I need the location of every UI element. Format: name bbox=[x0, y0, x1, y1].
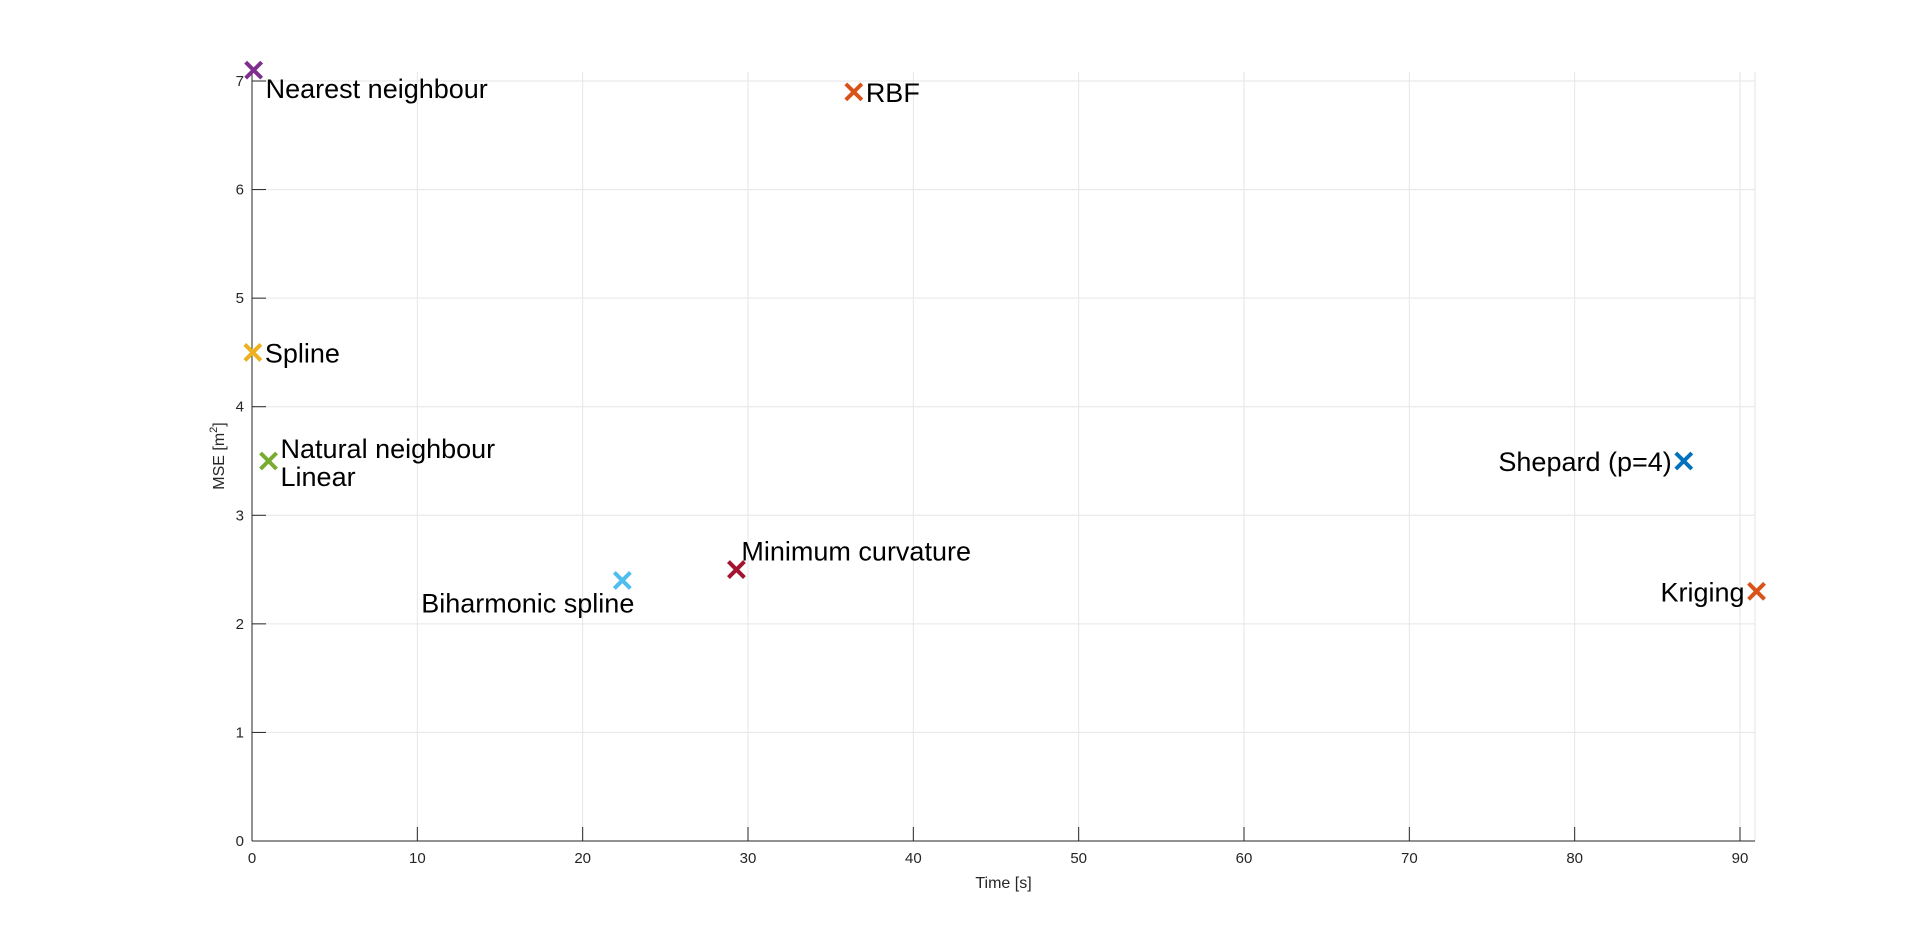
data-point: Biharmonic spline bbox=[421, 571, 634, 618]
data-point: Nearest neighbour bbox=[244, 60, 488, 104]
y-axis-label-base: MSE [m bbox=[211, 433, 228, 490]
point-label: RBF bbox=[866, 78, 920, 108]
x-tick-label: 0 bbox=[248, 850, 256, 867]
y-axis-label-superscript: 2 bbox=[208, 427, 220, 433]
axes bbox=[251, 72, 1755, 842]
y-tick-label: 0 bbox=[236, 833, 244, 850]
x-tick-label: 80 bbox=[1566, 850, 1583, 867]
y-axis-label: MSE [m2] bbox=[208, 422, 228, 489]
y-tick-label: 3 bbox=[236, 507, 244, 524]
data-point: Minimum curvature bbox=[727, 537, 971, 579]
point-label: Nearest neighbour bbox=[266, 74, 488, 104]
y-tick-label: 6 bbox=[236, 182, 244, 199]
point-label: Linear bbox=[281, 462, 356, 492]
x-tick-label: 10 bbox=[409, 850, 426, 867]
y-tick-label: 7 bbox=[236, 73, 244, 90]
x-tick-label: 40 bbox=[905, 850, 922, 867]
x-marker-stroke bbox=[1747, 581, 1766, 601]
x-marker-stroke bbox=[844, 82, 864, 102]
y-tick-label: 2 bbox=[236, 616, 244, 633]
x-ticks: 0 10 20 30 40 50 60 70 80 90 bbox=[248, 827, 1749, 867]
x-marker-stroke bbox=[612, 571, 632, 590]
point-label: Shepard (p=4) bbox=[1498, 447, 1671, 477]
data-point: RBF bbox=[844, 78, 920, 108]
y-tick-label: 1 bbox=[236, 724, 244, 741]
x-marker-stroke bbox=[243, 343, 263, 362]
point-label: Biharmonic spline bbox=[421, 588, 634, 618]
x-tick-label: 50 bbox=[1070, 850, 1087, 867]
point-label: Spline bbox=[265, 338, 340, 368]
y-tick-label: 5 bbox=[236, 290, 244, 307]
y-tick-label: 4 bbox=[236, 399, 244, 416]
x-tick-label: 70 bbox=[1401, 850, 1418, 867]
y-ticks: 0 1 2 3 4 5 6 7 bbox=[236, 73, 266, 850]
data-point: Kriging bbox=[1660, 577, 1766, 607]
point-label: Minimum curvature bbox=[741, 537, 971, 567]
x-tick-label: 20 bbox=[574, 850, 591, 867]
x-marker-stroke bbox=[727, 560, 746, 579]
x-tick-label: 30 bbox=[740, 850, 757, 867]
data-point: Shepard (p=4) bbox=[1498, 447, 1694, 477]
x-marker-stroke bbox=[244, 60, 264, 80]
x-tick-label: 60 bbox=[1236, 850, 1253, 867]
y-axis-label-tail: ] bbox=[211, 422, 228, 426]
point-label: Natural neighbour bbox=[281, 434, 496, 464]
data-point: Spline bbox=[243, 338, 340, 368]
x-marker-stroke bbox=[1674, 451, 1694, 471]
point-label: Kriging bbox=[1660, 577, 1744, 607]
data-points: Nearest neighbour RBF Spline Natural neighb… bbox=[243, 60, 1766, 618]
x-marker-stroke bbox=[259, 451, 278, 471]
x-tick-label: 90 bbox=[1732, 850, 1749, 867]
x-axis-label: Time [s] bbox=[975, 875, 1031, 892]
